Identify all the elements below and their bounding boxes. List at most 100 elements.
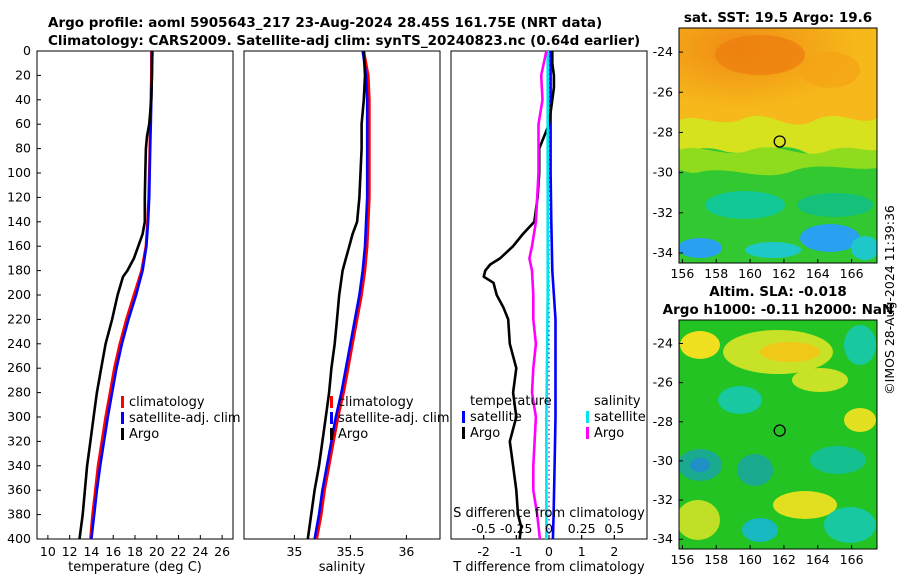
- difference-line-s-argo: [528, 51, 548, 539]
- t-difference-x-tick-label: 1: [578, 544, 586, 559]
- sst-field: [679, 28, 877, 263]
- sla-lat-tick-label: -24: [653, 335, 673, 350]
- title-line-1: Argo profile: aoml 5905643_217 23-Aug-20…: [48, 15, 602, 31]
- depth-tick-label: 200: [7, 287, 31, 302]
- legend-label-climatology: climatology: [338, 395, 414, 410]
- t-difference-x-tick-label: 2: [610, 544, 618, 559]
- difference-line-t-argo: [482, 51, 556, 539]
- legend-swatch-t-argo: [462, 427, 465, 439]
- temperature-x-tick-label: 10: [40, 544, 56, 559]
- title-line-2: Climatology: CARS2009. Satellite-adj cli…: [48, 33, 640, 49]
- sst-lat-tick-label: -34: [653, 245, 673, 260]
- legend-label-t-satellite: satellite: [470, 410, 522, 425]
- sst-lon-tick-label: 156: [670, 266, 694, 281]
- depth-tick-label: 400: [7, 531, 31, 546]
- sst-argo-position-marker: [773, 135, 786, 148]
- temperature-x-tick-label: 16: [105, 544, 121, 559]
- legend-swatch-argo: [330, 428, 333, 440]
- temperature-x-tick-label: 18: [127, 544, 143, 559]
- salinity-line-satellite-adj-clim: [313, 51, 369, 539]
- sst-map-title: sat. SST: 19.5 Argo: 19.6: [684, 10, 872, 26]
- sla-lat-tick-label: -34: [653, 531, 673, 546]
- depth-tick-label: 100: [7, 165, 31, 180]
- depth-tick-label: 60: [15, 116, 31, 131]
- sla-argo-position-marker: [773, 424, 786, 437]
- s-difference-x-tick-label: 0: [545, 521, 553, 536]
- depth-tick-label: 260: [7, 360, 31, 375]
- temperature-xlabel: temperature (deg C): [68, 560, 202, 575]
- sla-map-title-1: Altim. SLA: -0.018: [709, 284, 846, 300]
- depth-tick-label: 300: [7, 409, 31, 424]
- legend-swatch-satellite: [330, 412, 333, 424]
- sst-lat-tick-label: -32: [653, 205, 673, 220]
- sst-lat-tick-label: -24: [653, 44, 673, 59]
- temperature-x-tick-label: 26: [214, 544, 230, 559]
- sla-axes-box: [678, 319, 878, 550]
- sst-lat-tick-label: -26: [653, 84, 673, 99]
- salinity-line-argo: [306, 51, 367, 539]
- salinity-x-tick-label: 35.5: [336, 544, 364, 559]
- depth-tick-label: 180: [7, 263, 31, 278]
- depth-tick-label: 40: [15, 92, 31, 107]
- legend-label-s-argo: Argo: [594, 426, 624, 441]
- legend-swatch-climatology: [330, 396, 333, 408]
- sla-map-panel: Altim. SLA: -0.018 Argo h1000: -0.11 h20…: [653, 284, 894, 567]
- depth-tick-label: 320: [7, 433, 31, 448]
- t-difference-xlabel: T difference from climatology: [452, 560, 645, 575]
- depth-tick-label: 20: [15, 67, 31, 82]
- depth-tick-label: 80: [15, 141, 31, 156]
- sla-lon-tick-label: 160: [738, 552, 762, 567]
- difference-legend: temperature satellite Argo salinity sate…: [462, 394, 646, 441]
- salinity-panel: 35 35.5 36 climatology satellite-adj. clim…: [243, 50, 450, 575]
- t-difference-x-tick-label: -2: [477, 544, 489, 559]
- sla-lat-tick-label: -28: [653, 414, 673, 429]
- s-difference-x-tick-label: -0.25: [500, 521, 532, 536]
- depth-tick-label: 120: [7, 189, 31, 204]
- depth-tick-label: 240: [7, 336, 31, 351]
- sla-lat-tick-label: -26: [653, 375, 673, 390]
- watermark: ©IMOS 28-Aug-2024 11:39:36: [882, 205, 897, 395]
- sla-map-title-2: Argo h1000: -0.11 h2000: NaN: [663, 302, 894, 318]
- temperature-line-argo: [78, 51, 154, 539]
- depth-tick-label: 220: [7, 311, 31, 326]
- legend-label-satellite: satellite-adj. clim: [129, 411, 241, 426]
- difference-line-s-satellite: [545, 51, 550, 539]
- s-difference-xlabel: S difference from climatology: [453, 506, 645, 521]
- temperature-x-tick-label: 20: [149, 544, 165, 559]
- legend-swatch-t-satellite: [462, 411, 465, 423]
- temperature-panel: 0 20 40 60 80 100 120 140 160 180 200 220 240 260 280 3…: [7, 43, 455, 575]
- temperature-x-tick-label: 14: [83, 544, 99, 559]
- sla-lon-tick-label: 164: [806, 552, 830, 567]
- depth-tick-label: 360: [7, 482, 31, 497]
- legend-label-t-argo: Argo: [470, 426, 500, 441]
- temperature-line-satellite-adj-clim: [90, 51, 154, 539]
- legend-swatch-climatology: [121, 396, 124, 408]
- salinity-axes-box: [243, 50, 441, 540]
- difference-panel: -2 -1 0 1 2 temperature satellite Argo salin…: [450, 50, 648, 575]
- sla-lon-tick-label: 166: [840, 552, 864, 567]
- sla-lat-tick-label: -30: [653, 453, 673, 468]
- sla-field: [679, 320, 877, 549]
- depth-tick-label: 140: [7, 214, 31, 229]
- sla-lon-tick-label: 156: [670, 552, 694, 567]
- depth-tick-label: 160: [7, 238, 31, 253]
- sst-lon-tick-label: 162: [772, 266, 796, 281]
- sst-lat-tick-label: -28: [653, 124, 673, 139]
- legend-label-s-satellite: satellite: [594, 410, 646, 425]
- legend-label-climatology: climatology: [129, 395, 205, 410]
- sst-axes-box: [678, 27, 878, 264]
- salinity-xlabel: salinity: [319, 560, 366, 575]
- sla-lon-tick-label: 162: [772, 552, 796, 567]
- salinity-legend: climatology satellite-adj. clim Argo: [330, 395, 450, 442]
- temperature-legend: climatology satellite-adj. clim Argo: [121, 395, 241, 442]
- legend-swatch-s-argo: [586, 427, 589, 439]
- legend-swatch-satellite: [121, 412, 124, 424]
- legend-title-temperature: temperature: [470, 394, 552, 409]
- legend-label-satellite: satellite-adj. clim: [338, 411, 450, 426]
- sst-lat-tick-label: -30: [653, 165, 673, 180]
- temperature-x-tick-label: 12: [62, 544, 78, 559]
- temperature-x-tick-label: 22: [171, 544, 187, 559]
- sst-lon-tick-label: 166: [840, 266, 864, 281]
- sla-lon-tick-label: 158: [704, 552, 728, 567]
